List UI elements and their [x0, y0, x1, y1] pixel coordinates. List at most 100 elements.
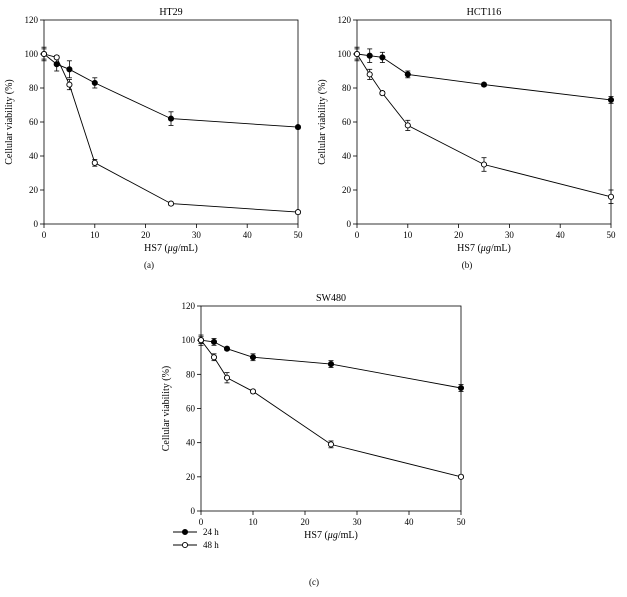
- x-axis-label-unit: μg: [167, 243, 178, 254]
- x-axis-label-prefix: HS7 (: [304, 530, 328, 541]
- y-axis-label: Cellular viability (%): [317, 79, 328, 165]
- data-point: [457, 473, 465, 480]
- x-tick-label: 40: [556, 230, 566, 240]
- y-tick-label: 80: [186, 369, 196, 379]
- chart-title: SW480: [316, 293, 346, 304]
- y-axis-label: Cellular viability (%): [161, 366, 172, 452]
- chart-title: HT29: [159, 7, 182, 18]
- x-tick-label: 10: [403, 230, 413, 240]
- x-tick-label: 0: [42, 230, 47, 240]
- x-tick-label: 20: [454, 230, 464, 240]
- x-tick-label: 50: [607, 230, 617, 240]
- plot-frame: [200, 305, 462, 512]
- y-tick-label: 60: [342, 117, 352, 127]
- series-line: [200, 339, 462, 478]
- series-line: [43, 53, 299, 213]
- x-tick-label: 30: [192, 230, 202, 240]
- x-tick-label: 10: [249, 517, 259, 527]
- series-48h: [353, 48, 615, 205]
- x-tick-label: 0: [199, 517, 204, 527]
- y-tick-label: 20: [186, 472, 196, 482]
- y-tick-label: 0: [34, 219, 39, 229]
- data-point: [404, 122, 411, 129]
- panel-caption: (a): [144, 260, 154, 270]
- series-24h: [353, 46, 615, 104]
- data-point: [91, 159, 98, 166]
- y-tick-label: 40: [186, 438, 196, 448]
- data-point: [480, 81, 488, 88]
- chart-title: HCT116: [467, 7, 502, 18]
- data-point: [210, 354, 218, 361]
- x-tick-label: 50: [294, 230, 304, 240]
- x-tick-label: 20: [301, 517, 311, 527]
- data-point: [457, 384, 465, 392]
- x-axis-label-unit: μg: [480, 243, 491, 254]
- data-point: [249, 388, 257, 395]
- y-tick-label: 0: [347, 219, 352, 229]
- x-tick-label: 10: [90, 230, 100, 240]
- y-tick-label: 120: [25, 15, 39, 25]
- panel-caption: (c): [309, 577, 319, 587]
- y-tick-label: 120: [182, 301, 196, 311]
- legend-marker: [181, 541, 189, 549]
- chart-panel-2: HCT116 0 20 40 60 80 100 120 0 10 20 30 40 50 HS7 (μg/…: [317, 7, 616, 270]
- data-point: [223, 374, 231, 381]
- y-tick-label: 20: [342, 185, 352, 195]
- data-point: [404, 71, 411, 78]
- data-point: [607, 193, 615, 200]
- chart-panel-1: HT29 0 20 40 60 80 100 120 0 10 20 30 40 50 HS7 (μg/mL…: [4, 7, 303, 270]
- x-axis-label-suffix: /mL): [338, 530, 358, 541]
- series-line: [356, 53, 612, 101]
- x-tick-label: 50: [457, 517, 467, 527]
- x-tick-label: 0: [355, 230, 360, 240]
- x-tick-label: 40: [243, 230, 253, 240]
- legend-label: 48 h: [203, 540, 219, 550]
- data-point: [353, 50, 361, 58]
- data-point: [366, 52, 373, 59]
- y-tick-label: 60: [29, 117, 39, 127]
- x-tick-label: 40: [405, 517, 415, 527]
- x-axis-label: HS7 (μg/mL): [144, 243, 198, 254]
- x-axis-label-prefix: HS7 (: [144, 243, 168, 254]
- x-tick-label: 30: [505, 230, 515, 240]
- y-tick-label: 40: [342, 151, 352, 161]
- x-tick-label: 30: [353, 517, 363, 527]
- data-point: [294, 209, 302, 216]
- legend-label: 24 h: [203, 527, 219, 537]
- legend-marker: [181, 528, 189, 536]
- x-axis-label-unit: μg: [327, 530, 338, 541]
- plot-frame: [356, 19, 612, 225]
- y-tick-label: 40: [29, 151, 39, 161]
- data-point: [53, 61, 60, 68]
- y-tick-label: 80: [29, 83, 39, 93]
- data-point: [379, 54, 386, 61]
- data-point: [366, 71, 373, 78]
- data-point: [223, 345, 231, 352]
- data-point: [197, 337, 205, 344]
- x-axis-label-suffix: /mL): [178, 243, 198, 254]
- y-tick-label: 60: [186, 404, 196, 414]
- panel-caption: (b): [462, 260, 473, 270]
- y-axis-label: Cellular viability (%): [4, 79, 15, 165]
- data-point: [66, 66, 73, 73]
- y-tick-label: 20: [29, 185, 39, 195]
- y-tick-label: 0: [191, 506, 196, 516]
- data-point: [167, 200, 175, 207]
- series-48h: [197, 334, 465, 480]
- data-point: [53, 54, 60, 61]
- y-tick-label: 120: [338, 15, 352, 25]
- x-axis-label-suffix: /mL): [491, 243, 511, 254]
- data-point: [480, 161, 488, 168]
- data-point: [249, 354, 257, 361]
- series-line: [356, 53, 612, 198]
- x-axis-label: HS7 (μg/mL): [457, 243, 511, 254]
- series-48h: [40, 48, 302, 216]
- data-point: [210, 338, 218, 345]
- data-point: [327, 361, 335, 368]
- data-point: [327, 441, 335, 448]
- y-tick-label: 100: [338, 49, 352, 59]
- data-point: [607, 96, 615, 103]
- data-point: [379, 90, 386, 97]
- data-point: [91, 79, 98, 86]
